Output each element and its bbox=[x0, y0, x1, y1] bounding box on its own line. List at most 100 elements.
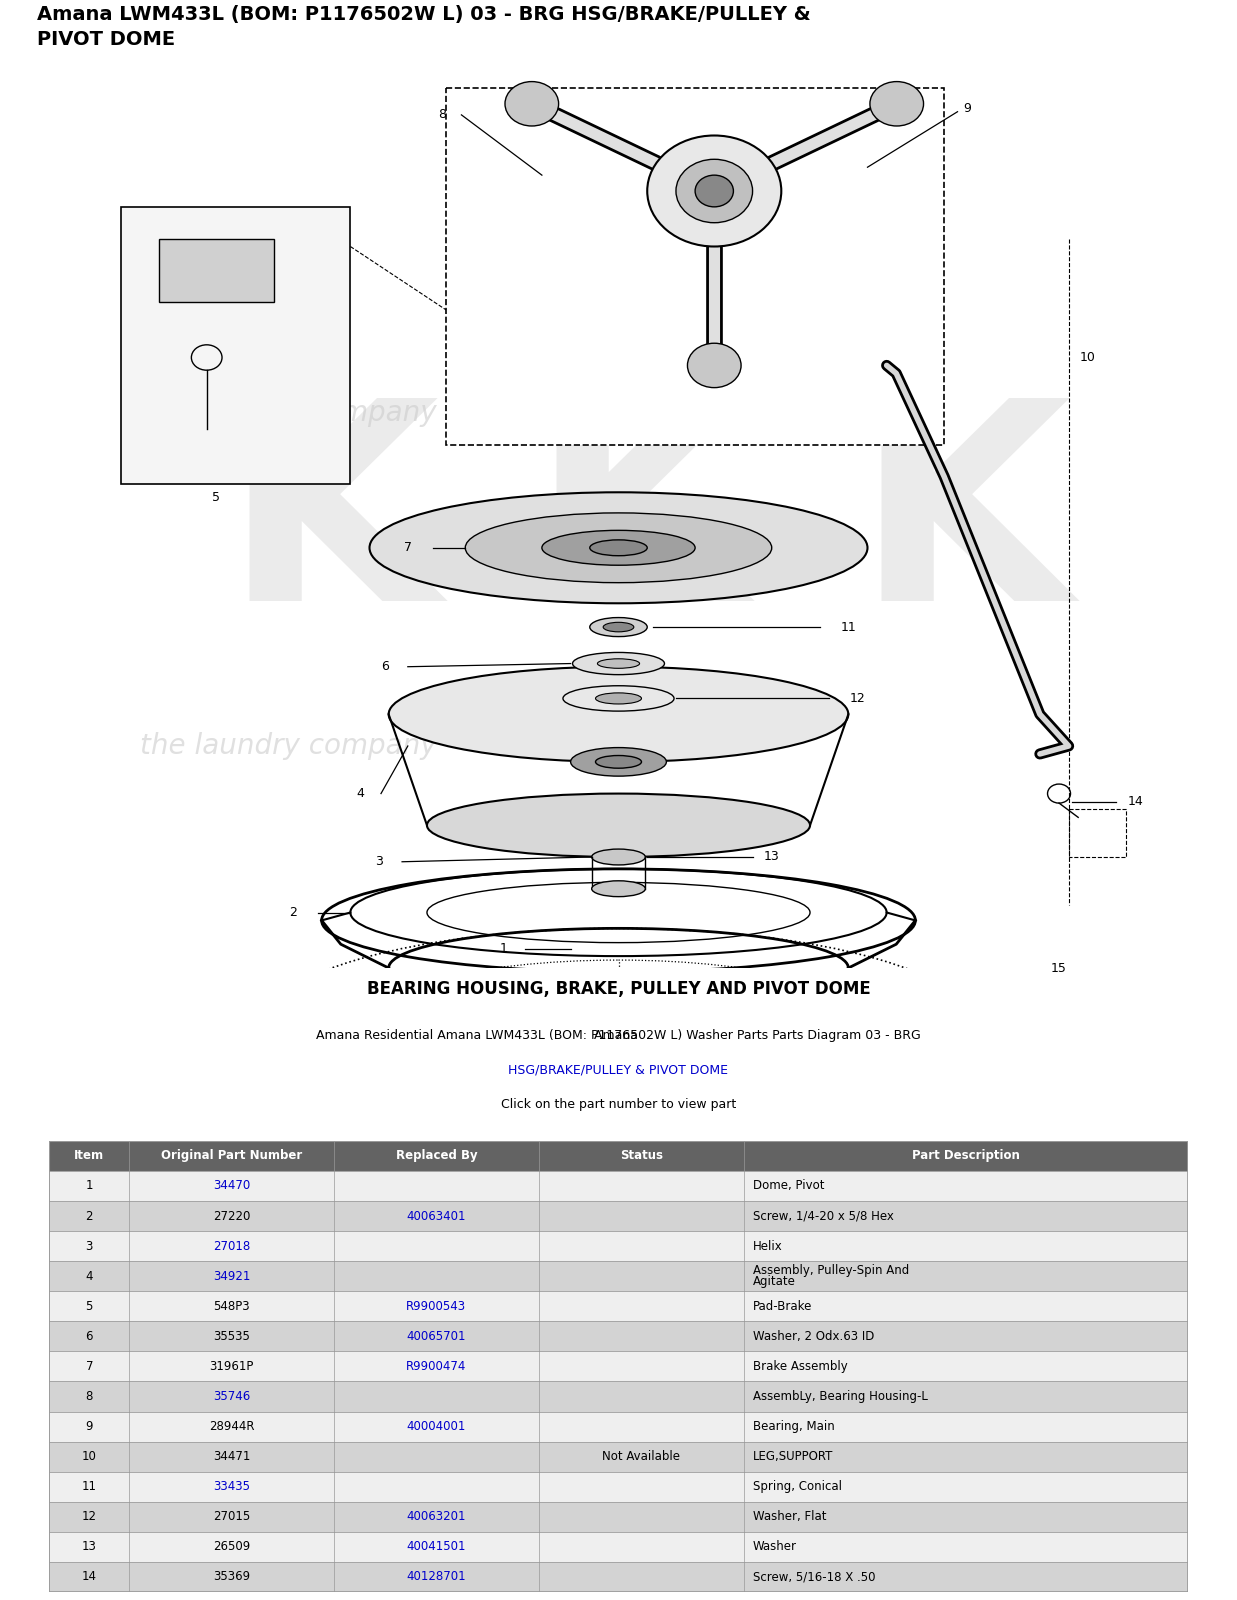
Bar bbox=[49, 1261, 1188, 1291]
Text: 34470: 34470 bbox=[213, 1179, 250, 1192]
Text: Pad-Brake: Pad-Brake bbox=[753, 1299, 813, 1312]
Text: 7: 7 bbox=[403, 541, 412, 554]
Text: the laundry company: the laundry company bbox=[140, 733, 437, 760]
Bar bbox=[1069, 810, 1126, 858]
Text: 14: 14 bbox=[82, 1571, 96, 1584]
Text: 9: 9 bbox=[964, 102, 971, 115]
Bar bbox=[49, 1352, 1188, 1381]
Text: Dome, Pivot: Dome, Pivot bbox=[753, 1179, 824, 1192]
Ellipse shape bbox=[388, 667, 849, 762]
Bar bbox=[49, 1472, 1188, 1502]
Circle shape bbox=[870, 82, 924, 126]
Bar bbox=[49, 1141, 1188, 1171]
Text: K: K bbox=[856, 389, 1071, 659]
Text: Click on the part number to view part: Click on the part number to view part bbox=[501, 1098, 736, 1110]
Bar bbox=[447, 88, 944, 445]
Circle shape bbox=[695, 174, 734, 206]
Bar bbox=[49, 1502, 1188, 1531]
Ellipse shape bbox=[590, 618, 647, 637]
Ellipse shape bbox=[597, 659, 640, 669]
Text: 2: 2 bbox=[85, 1210, 93, 1222]
Bar bbox=[158, 238, 273, 302]
Ellipse shape bbox=[604, 622, 633, 632]
Text: Part Description: Part Description bbox=[912, 1149, 1019, 1162]
Text: 40041501: 40041501 bbox=[407, 1541, 466, 1554]
Text: 14: 14 bbox=[1128, 795, 1143, 808]
Ellipse shape bbox=[595, 693, 642, 704]
Text: Status: Status bbox=[620, 1149, 663, 1162]
Text: 11: 11 bbox=[840, 621, 856, 634]
Text: Bearing, Main: Bearing, Main bbox=[753, 1421, 835, 1434]
Text: Washer, Flat: Washer, Flat bbox=[753, 1510, 826, 1523]
Text: 4: 4 bbox=[356, 787, 364, 800]
Text: 31961P: 31961P bbox=[209, 1360, 254, 1373]
Text: 2: 2 bbox=[289, 906, 297, 918]
Ellipse shape bbox=[370, 493, 867, 603]
Ellipse shape bbox=[591, 880, 646, 896]
Bar bbox=[49, 1230, 1188, 1261]
Text: 7: 7 bbox=[85, 1360, 93, 1373]
Text: Amana LWM433L (BOM: P1176502W L) 03 - BRG HSG/BRAKE/PULLEY &
PIVOT DOME: Amana LWM433L (BOM: P1176502W L) 03 - BR… bbox=[37, 5, 811, 48]
Text: 8: 8 bbox=[438, 109, 447, 122]
Text: K: K bbox=[224, 389, 439, 659]
Bar bbox=[49, 1381, 1188, 1411]
Text: 1: 1 bbox=[85, 1179, 93, 1192]
Text: 8: 8 bbox=[85, 1390, 93, 1403]
Text: 15: 15 bbox=[1051, 962, 1068, 974]
Text: the laundry company: the laundry company bbox=[140, 398, 437, 427]
Bar bbox=[49, 1531, 1188, 1562]
Circle shape bbox=[647, 136, 782, 246]
Text: Assembly, Pulley-Spin And: Assembly, Pulley-Spin And bbox=[753, 1264, 909, 1277]
Text: Amana: Amana bbox=[595, 1029, 642, 1042]
Text: Not Available: Not Available bbox=[602, 1450, 680, 1462]
Text: 13: 13 bbox=[82, 1541, 96, 1554]
Text: Helix: Helix bbox=[753, 1240, 783, 1253]
Text: K: K bbox=[529, 389, 745, 659]
Bar bbox=[49, 1291, 1188, 1322]
Text: Washer: Washer bbox=[753, 1541, 797, 1554]
Text: Screw, 1/4-20 x 5/8 Hex: Screw, 1/4-20 x 5/8 Hex bbox=[753, 1210, 893, 1222]
Circle shape bbox=[505, 82, 559, 126]
Text: Agitate: Agitate bbox=[753, 1275, 795, 1288]
Text: 28944R: 28944R bbox=[209, 1421, 255, 1434]
Text: 548P3: 548P3 bbox=[213, 1299, 250, 1312]
Text: R9900474: R9900474 bbox=[406, 1360, 466, 1373]
Bar bbox=[49, 1442, 1188, 1472]
Text: AssembLy, Bearing Housing-L: AssembLy, Bearing Housing-L bbox=[753, 1390, 928, 1403]
Text: 34471: 34471 bbox=[213, 1450, 250, 1462]
Text: Screw, 5/16-18 X .50: Screw, 5/16-18 X .50 bbox=[753, 1571, 876, 1584]
Text: 3: 3 bbox=[375, 856, 383, 869]
Text: 6: 6 bbox=[85, 1330, 93, 1342]
Text: 33435: 33435 bbox=[213, 1480, 250, 1493]
Text: 5: 5 bbox=[213, 491, 220, 504]
Text: 40063401: 40063401 bbox=[407, 1210, 466, 1222]
Text: 4: 4 bbox=[85, 1270, 93, 1283]
Ellipse shape bbox=[542, 530, 695, 565]
Text: Amana Residential Amana LWM433L (BOM: P1176502W L) Washer Parts Parts Diagram 03: Amana Residential Amana LWM433L (BOM: P1… bbox=[317, 1029, 920, 1042]
Text: 40063201: 40063201 bbox=[407, 1510, 466, 1523]
Text: 40128701: 40128701 bbox=[407, 1571, 466, 1584]
Text: 40065701: 40065701 bbox=[407, 1330, 466, 1342]
Text: 9: 9 bbox=[85, 1421, 93, 1434]
Text: LEG,SUPPORT: LEG,SUPPORT bbox=[753, 1450, 834, 1462]
Text: 5: 5 bbox=[85, 1299, 93, 1312]
Text: 11: 11 bbox=[82, 1480, 96, 1493]
Ellipse shape bbox=[570, 747, 667, 776]
Text: Washer, 2 Odx.63 ID: Washer, 2 Odx.63 ID bbox=[753, 1330, 875, 1342]
Text: 6: 6 bbox=[381, 661, 388, 674]
Circle shape bbox=[675, 160, 752, 222]
Text: 27220: 27220 bbox=[213, 1210, 250, 1222]
Ellipse shape bbox=[590, 539, 647, 555]
Bar bbox=[49, 1322, 1188, 1352]
Text: 27018: 27018 bbox=[213, 1240, 250, 1253]
Ellipse shape bbox=[427, 794, 810, 858]
Text: 13: 13 bbox=[764, 851, 779, 864]
Text: 40004001: 40004001 bbox=[407, 1421, 466, 1434]
Text: BEARING HOUSING, BRAKE, PULLEY AND PIVOT DOME: BEARING HOUSING, BRAKE, PULLEY AND PIVOT… bbox=[366, 979, 871, 998]
Text: 35746: 35746 bbox=[213, 1390, 250, 1403]
Text: 34921: 34921 bbox=[213, 1270, 250, 1283]
Text: 12: 12 bbox=[850, 691, 866, 706]
Text: 27015: 27015 bbox=[213, 1510, 250, 1523]
Ellipse shape bbox=[591, 850, 646, 866]
Ellipse shape bbox=[595, 755, 642, 768]
